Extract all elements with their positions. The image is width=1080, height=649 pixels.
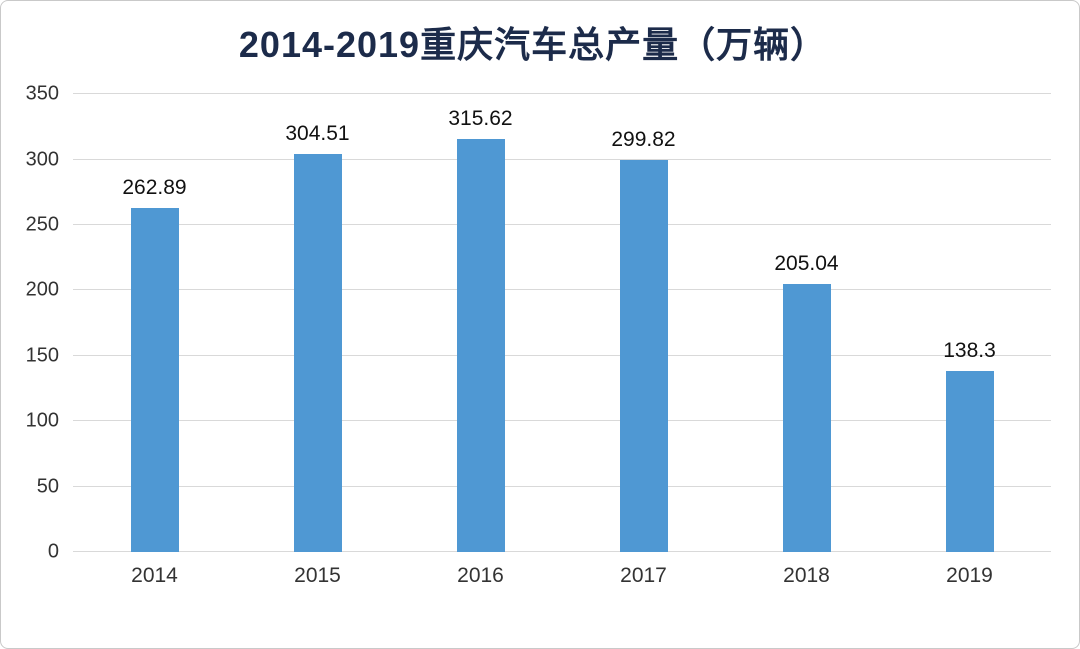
bar-2016 xyxy=(456,139,505,553)
x-tick-label-2014: 2014 xyxy=(131,564,178,588)
bar-group-2015: 304.51 xyxy=(236,94,399,553)
chart-body: 0 50 100 150 200 250 300 350 262.89 304.51 315.62… xyxy=(15,83,1051,563)
y-axis: 0 50 100 150 200 250 300 350 xyxy=(15,83,73,563)
bars-container: 262.89 304.51 315.62 299.82 205.04 138.3 xyxy=(73,94,1051,553)
bar-value-label-2015: 304.51 xyxy=(285,121,350,145)
y-tick-label-350: 350 xyxy=(25,82,59,105)
y-tick-label-150: 150 xyxy=(25,344,59,367)
y-tick-label-100: 100 xyxy=(25,409,59,432)
bar-value-label-2018: 205.04 xyxy=(774,251,839,275)
gridline-150 xyxy=(73,354,1051,356)
gridline-250 xyxy=(73,224,1051,226)
bar-value-label-2017: 299.82 xyxy=(611,127,676,151)
gridline-300 xyxy=(73,158,1051,160)
gridline-0 xyxy=(73,551,1051,553)
bar-2019 xyxy=(945,371,994,553)
y-tick-label-200: 200 xyxy=(25,278,59,301)
y-tick-label-50: 50 xyxy=(36,475,59,498)
bar-group-2018: 205.04 xyxy=(725,94,888,553)
bar-2014 xyxy=(130,208,179,553)
bar-2018 xyxy=(782,283,831,553)
bar-2017 xyxy=(619,159,668,553)
bar-2015 xyxy=(293,153,342,553)
plot-area: 262.89 304.51 315.62 299.82 205.04 138.3 xyxy=(73,93,1051,553)
gridline-350 xyxy=(73,93,1051,95)
x-tick-label-2018: 2018 xyxy=(783,564,830,588)
bar-value-label-2014: 262.89 xyxy=(122,176,187,200)
chart-title: 2014-2019重庆汽车总产量（万辆） xyxy=(238,24,828,65)
gridline-200 xyxy=(73,289,1051,291)
y-tick-label-300: 300 xyxy=(25,148,59,171)
bar-value-label-2016: 315.62 xyxy=(448,107,513,131)
x-tick-label-2015: 2015 xyxy=(294,564,341,588)
x-tick-label-2017: 2017 xyxy=(620,564,667,588)
gridline-100 xyxy=(73,420,1051,422)
x-tick-label-2019: 2019 xyxy=(946,564,993,588)
gridline-50 xyxy=(73,485,1051,487)
bar-group-2019: 138.3 xyxy=(888,94,1051,553)
x-axis: 2014 2015 2016 2017 2018 2019 xyxy=(73,564,1051,588)
x-tick-label-2016: 2016 xyxy=(457,564,504,588)
y-tick-label-250: 250 xyxy=(25,213,59,236)
bar-group-2017: 299.82 xyxy=(562,94,725,553)
bar-group-2016: 315.62 xyxy=(399,94,562,553)
bar-value-label-2019: 138.3 xyxy=(943,339,996,363)
y-tick-label-0: 0 xyxy=(47,540,59,563)
bar-group-2014: 262.89 xyxy=(73,94,236,553)
